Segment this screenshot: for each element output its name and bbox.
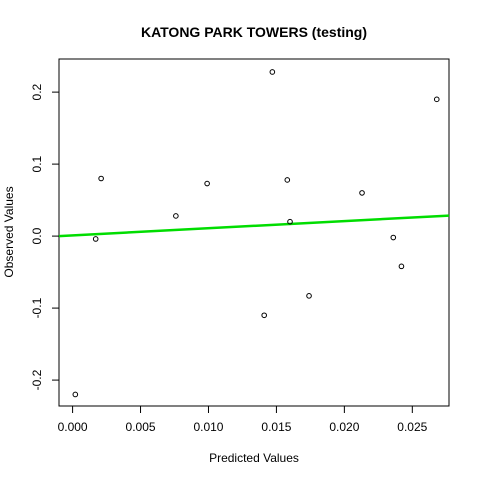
x-tick-label: 0.015 xyxy=(261,420,291,434)
data-point xyxy=(359,190,365,196)
y-tick-label: 0.2 xyxy=(30,83,44,100)
y-tick-label: -0.1 xyxy=(30,297,44,318)
x-tick-label: 0.010 xyxy=(193,420,223,434)
data-point xyxy=(390,234,397,241)
plot-frame xyxy=(58,58,450,407)
x-tick-label: 0.025 xyxy=(397,420,427,434)
data-point xyxy=(284,177,291,183)
x-tick-label: 0.020 xyxy=(329,420,359,434)
data-point xyxy=(72,391,79,398)
data-point xyxy=(306,293,312,299)
y-axis-label: Observed Values xyxy=(2,186,16,277)
x-tick-label: 0.000 xyxy=(58,420,88,434)
x-axis: 0.000 0.005 0.010 0.015 0.020 0.025 xyxy=(58,406,428,434)
data-point xyxy=(261,312,267,319)
chart-title: KATONG PARK TOWERS (testing) xyxy=(141,24,367,40)
y-tick-label: -0.2 xyxy=(30,369,44,390)
x-axis-label: Predicted Values xyxy=(209,451,299,465)
regression-line xyxy=(58,214,450,238)
x-tick-label: 0.005 xyxy=(126,420,156,434)
data-point xyxy=(269,69,276,75)
data-point xyxy=(433,96,440,103)
data-point xyxy=(92,236,99,242)
data-point xyxy=(204,180,210,187)
data-point xyxy=(398,263,405,270)
data-point xyxy=(287,218,293,225)
y-axis: -0.2 -0.1 0.0 0.1 0.2 xyxy=(30,83,59,390)
y-tick-label: 0.0 xyxy=(30,227,44,244)
data-point xyxy=(173,213,179,219)
y-tick-label: 0.1 xyxy=(30,155,44,172)
data-point xyxy=(98,175,104,182)
data-points xyxy=(72,69,440,398)
